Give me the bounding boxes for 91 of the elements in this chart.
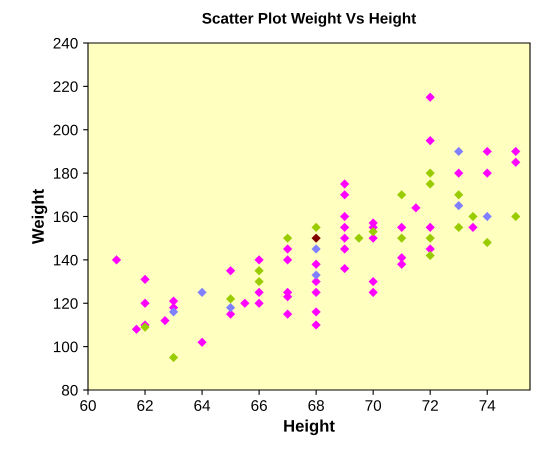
point [482, 212, 492, 222]
point [312, 276, 321, 286]
point [132, 324, 142, 334]
x-tick-label: 68 [308, 400, 324, 411]
point [226, 302, 236, 312]
point [454, 190, 464, 200]
point [468, 212, 478, 222]
point [511, 146, 520, 156]
point [340, 234, 350, 243]
point [511, 158, 520, 167]
point [312, 307, 321, 317]
point [197, 338, 207, 347]
y-tick-label: 200 [54, 124, 78, 136]
y-tick-label: 100 [54, 341, 78, 352]
point [511, 212, 520, 222]
point [368, 227, 378, 236]
point [283, 309, 292, 319]
point [312, 270, 321, 280]
point [283, 244, 292, 254]
point [454, 168, 464, 178]
x-tick-label: 70 [365, 400, 382, 411]
x-tick-label: 74 [480, 400, 496, 411]
point [254, 266, 264, 276]
point [354, 234, 364, 243]
x-tick-label: 66 [251, 400, 267, 411]
point [468, 222, 478, 232]
point [254, 298, 264, 308]
y-tick-label: 240 [54, 38, 78, 49]
y-tick-label: 220 [54, 81, 78, 92]
x-tick-label: 62 [137, 400, 153, 411]
y-tick-label: 80 [62, 384, 78, 396]
point [168, 307, 178, 317]
point [226, 309, 236, 319]
point [426, 250, 435, 260]
point [397, 222, 406, 232]
x-axis-title: Height [284, 420, 335, 436]
point [312, 260, 321, 269]
y-tick-label: 180 [54, 168, 78, 179]
point [254, 255, 264, 264]
point [340, 212, 350, 222]
point [397, 190, 406, 200]
point [168, 352, 178, 362]
point [112, 255, 122, 264]
point [368, 234, 378, 243]
point [312, 244, 321, 254]
point [283, 234, 292, 243]
point [226, 266, 236, 276]
point [240, 298, 250, 308]
point [482, 146, 492, 156]
point [283, 255, 292, 264]
point [397, 234, 406, 243]
point [312, 234, 321, 243]
y-tick-label: 160 [54, 211, 78, 222]
x-tick-label: 64 [194, 400, 210, 411]
point [368, 288, 378, 298]
y-tick-label: 140 [54, 254, 78, 266]
point [426, 168, 435, 178]
point [340, 244, 350, 254]
y-axis-title: Weight [32, 189, 48, 244]
point [140, 274, 150, 284]
point [426, 179, 435, 189]
point [340, 222, 350, 232]
point [254, 288, 264, 298]
point [312, 320, 321, 330]
point [454, 222, 464, 232]
point [426, 222, 435, 232]
point [454, 201, 464, 210]
point [140, 322, 150, 332]
point [340, 179, 350, 189]
y-tick-label: 120 [54, 298, 78, 309]
point [368, 276, 378, 286]
point [168, 296, 178, 306]
point [454, 146, 464, 156]
chart-title: Scatter Plot Weight Vs Height [202, 12, 416, 27]
point [426, 92, 435, 102]
point [197, 288, 207, 298]
point [140, 298, 150, 308]
point [160, 316, 170, 326]
point [254, 276, 264, 286]
x-tick-label: 60 [80, 400, 96, 411]
point [312, 222, 321, 232]
point [426, 136, 435, 146]
point [482, 168, 492, 178]
x-tick-label: 72 [422, 400, 438, 411]
point [226, 294, 236, 304]
point [340, 190, 350, 200]
point [426, 234, 435, 243]
point [312, 288, 321, 298]
point [411, 203, 421, 212]
point [482, 238, 492, 248]
point [340, 264, 350, 274]
